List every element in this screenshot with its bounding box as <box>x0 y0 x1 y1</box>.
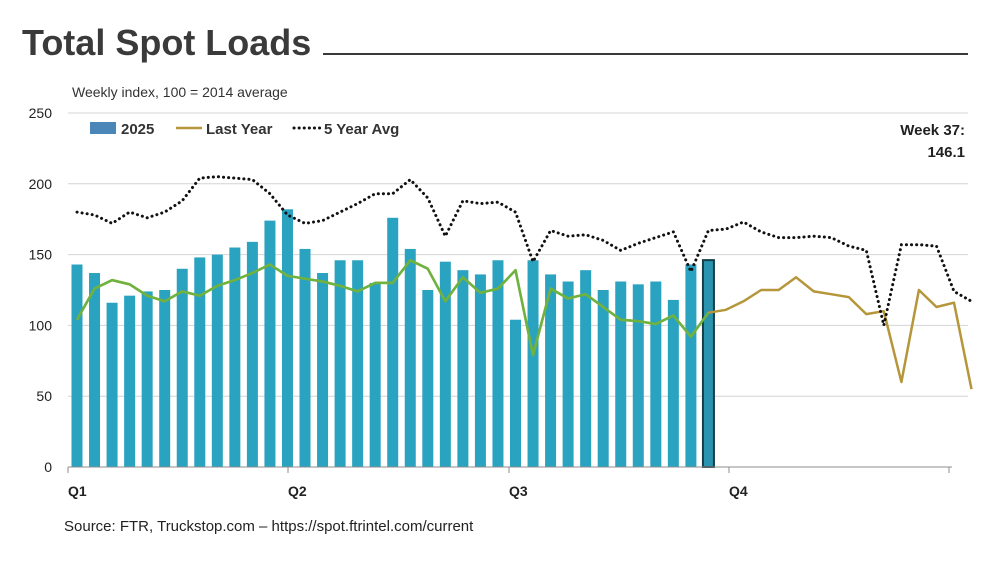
legend-label-last-year: Last Year <box>206 121 273 138</box>
line-5-year-avg <box>75 175 973 327</box>
line-series <box>75 175 973 390</box>
y-tick-label: 100 <box>29 317 53 333</box>
bar <box>562 281 574 467</box>
y-tick-label: 200 <box>29 176 53 192</box>
bar <box>650 281 662 467</box>
chart-subtitle: Weekly index, 100 = 2014 average <box>72 84 288 100</box>
bars-2025 <box>71 209 715 468</box>
bar <box>229 247 241 467</box>
bar <box>281 209 293 467</box>
bar <box>159 290 171 467</box>
bar <box>352 260 364 467</box>
bar <box>106 302 118 467</box>
y-tick-label: 150 <box>29 247 53 263</box>
week-label: Week 37: <box>900 122 965 139</box>
bar <box>597 290 609 467</box>
bar <box>299 248 311 467</box>
line-last-year <box>75 259 973 390</box>
bar <box>439 261 451 467</box>
bar <box>404 248 416 467</box>
bar <box>317 273 329 467</box>
bar <box>527 260 539 467</box>
bar <box>89 273 101 467</box>
x-tick-label: Q4 <box>729 483 748 499</box>
bar <box>474 274 486 467</box>
title-underline <box>323 53 968 55</box>
bar <box>211 254 223 467</box>
legend-swatch-bar <box>90 122 116 134</box>
legend-label-2025: 2025 <box>121 121 154 138</box>
week-callout: Week 37: 146.1 <box>900 120 965 164</box>
bar <box>701 259 715 468</box>
y-axis: 0 50 100 150 200 250 <box>29 105 53 475</box>
bar <box>71 264 83 467</box>
y-tick-label: 50 <box>36 388 52 404</box>
bar <box>334 260 346 467</box>
source-note: Source: FTR, Truckstop.com – https://spo… <box>64 518 474 535</box>
week-value: 146.1 <box>927 144 965 161</box>
bar <box>510 319 521 467</box>
x-axis: Q1 Q2 Q3 Q4 <box>67 466 952 499</box>
bar <box>264 220 276 467</box>
bar <box>422 290 434 467</box>
bar <box>545 274 557 467</box>
x-tick-label: Q2 <box>288 483 307 499</box>
bar <box>369 282 381 467</box>
bar <box>615 281 627 467</box>
bar <box>246 241 258 467</box>
bar <box>632 284 644 467</box>
bar <box>194 257 206 467</box>
x-tick-label: Q3 <box>509 483 528 499</box>
legend-label-5-year: 5 Year Avg <box>324 121 399 138</box>
chart-title: Total Spot Loads <box>22 22 312 63</box>
line-last-year-highlight <box>75 259 710 357</box>
bar <box>667 299 679 467</box>
bar <box>457 270 469 467</box>
bar <box>685 264 697 467</box>
bar <box>387 217 399 467</box>
bar <box>141 291 153 467</box>
legend: 2025 Last Year 5 Year Avg <box>90 121 399 138</box>
bar <box>124 295 136 467</box>
bar <box>580 270 592 467</box>
y-tick-label: 250 <box>29 105 53 121</box>
bar <box>492 260 504 467</box>
x-tick-label: Q1 <box>68 483 87 499</box>
bar <box>176 268 188 467</box>
y-tick-label: 0 <box>44 459 52 475</box>
